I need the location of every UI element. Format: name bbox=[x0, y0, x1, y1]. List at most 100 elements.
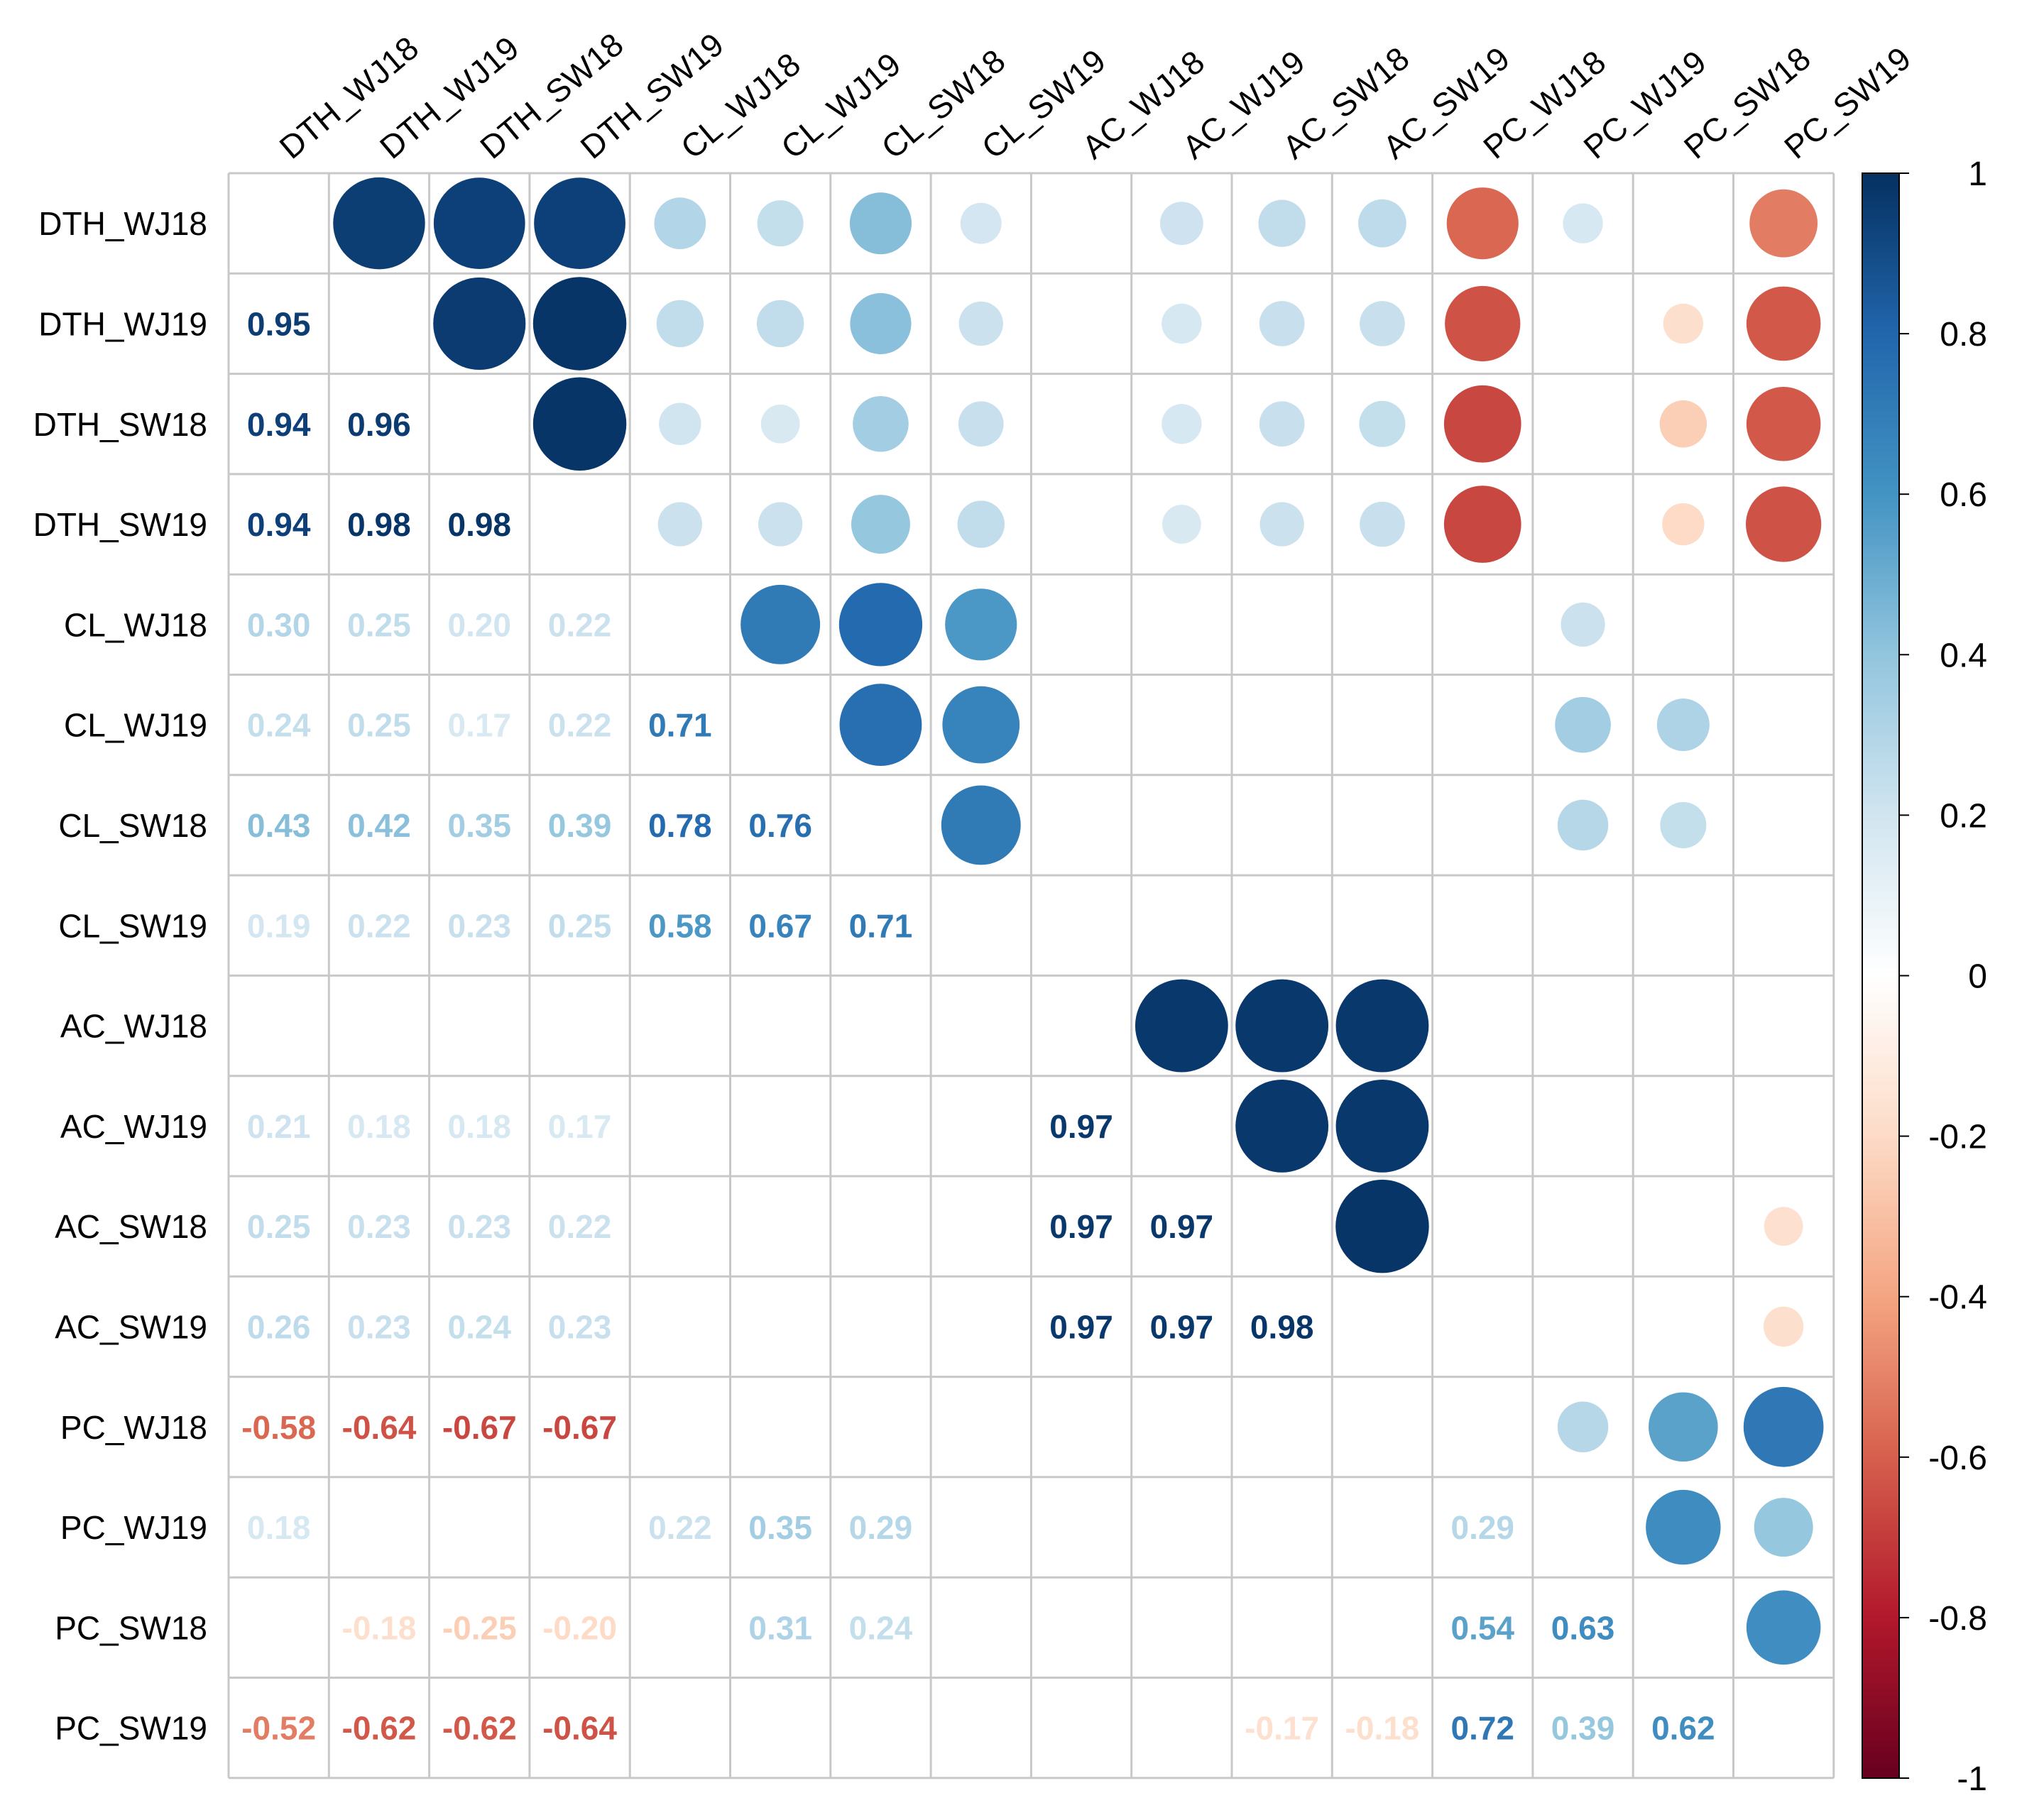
corr-value-CL_SW18-DTH_WJ19: 0.42 bbox=[347, 807, 411, 844]
corr-value-PC_WJ19-CL_SW18: 0.29 bbox=[849, 1509, 913, 1546]
corr-circle-DTH_SW18-PC_SW19 bbox=[1746, 386, 1821, 461]
corr-circle-DTH_WJ19-AC_WJ19 bbox=[1162, 303, 1202, 344]
colorbar-tick-label: -0.2 bbox=[1928, 1119, 1987, 1156]
corr-value-CL_SW18-DTH_SW18: 0.35 bbox=[447, 807, 511, 844]
corr-value-AC_WJ19-DTH_WJ18: 0.21 bbox=[247, 1108, 311, 1145]
corr-circle-CL_WJ18-PC_WJ19 bbox=[1561, 602, 1605, 647]
corr-circle-CL_SW18-CL_SW19 bbox=[941, 785, 1021, 865]
corr-value-CL_SW19-CL_WJ18: 0.58 bbox=[648, 907, 712, 944]
corr-circle-DTH_WJ19-CL_SW18 bbox=[850, 292, 912, 354]
corr-value-CL_SW18-DTH_WJ18: 0.43 bbox=[247, 807, 311, 844]
corr-value-CL_WJ19-CL_WJ18: 0.71 bbox=[648, 707, 712, 744]
corr-circle-PC_WJ19-PC_SW19 bbox=[1754, 1498, 1813, 1557]
corr-circle-PC_WJ18-PC_WJ19 bbox=[1557, 1401, 1609, 1453]
corr-circle-DTH_SW18-AC_SW19 bbox=[1359, 400, 1406, 447]
corr-value-AC_SW19-DTH_SW18: 0.24 bbox=[447, 1309, 511, 1346]
corr-value-AC_SW19-AC_WJ18: 0.97 bbox=[1049, 1309, 1113, 1346]
colorbar-tick-label: 0.8 bbox=[1940, 316, 1987, 353]
corr-value-CL_WJ18-DTH_WJ19: 0.25 bbox=[347, 606, 411, 643]
corr-circle-CL_WJ18-CL_WJ19 bbox=[740, 584, 821, 664]
corr-value-PC_WJ19-PC_WJ18: 0.29 bbox=[1450, 1509, 1514, 1546]
corr-circle-DTH_WJ18-PC_WJ18 bbox=[1446, 187, 1519, 260]
colorbar-tick-label: -0.6 bbox=[1928, 1440, 1987, 1477]
corr-circle-DTH_WJ18-DTH_SW18 bbox=[433, 177, 525, 270]
corr-value-CL_SW19-DTH_SW19: 0.25 bbox=[548, 907, 612, 944]
corr-circle-DTH_WJ18-CL_WJ19 bbox=[757, 200, 804, 247]
corr-circle-DTH_WJ18-CL_SW18 bbox=[849, 192, 912, 255]
colorbar-tick-label: 0.2 bbox=[1940, 797, 1987, 835]
corr-value-CL_WJ19-DTH_WJ18: 0.24 bbox=[247, 707, 311, 744]
corr-circle-DTH_WJ18-DTH_WJ19 bbox=[333, 177, 425, 270]
corr-circle-AC_SW19-PC_SW19 bbox=[1763, 1306, 1804, 1347]
row-label-AC_WJ18: AC_WJ18 bbox=[60, 1008, 207, 1045]
corr-circle-AC_WJ19-AC_SW18 bbox=[1235, 1079, 1329, 1173]
corr-value-PC_WJ18-DTH_SW19: -0.67 bbox=[542, 1409, 617, 1446]
corr-value-CL_WJ18-DTH_SW18: 0.20 bbox=[447, 606, 511, 643]
corr-value-DTH_SW19-DTH_WJ18: 0.94 bbox=[247, 506, 311, 543]
corr-value-AC_SW18-DTH_SW19: 0.22 bbox=[548, 1208, 612, 1245]
corr-circle-AC_WJ18-AC_WJ19 bbox=[1135, 979, 1228, 1073]
corr-circle-DTH_WJ19-CL_WJ19 bbox=[756, 300, 804, 348]
corr-value-AC_SW18-AC_WJ19: 0.97 bbox=[1150, 1208, 1214, 1245]
corr-value-PC_SW19-PC_WJ19: 0.39 bbox=[1551, 1710, 1615, 1747]
corr-value-PC_SW19-DTH_WJ18: -0.52 bbox=[241, 1710, 316, 1747]
corr-value-PC_SW18-PC_WJ18: 0.54 bbox=[1450, 1609, 1514, 1646]
corr-circle-AC_WJ18-AC_SW18 bbox=[1235, 979, 1329, 1073]
row-label-CL_WJ18: CL_WJ18 bbox=[64, 606, 207, 643]
corr-value-AC_SW19-DTH_WJ18: 0.26 bbox=[247, 1309, 311, 1346]
corr-circle-CL_WJ19-PC_WJ19 bbox=[1555, 696, 1611, 753]
corr-value-AC_WJ19-DTH_SW18: 0.18 bbox=[447, 1108, 511, 1145]
corr-value-AC_WJ19-DTH_SW19: 0.17 bbox=[548, 1108, 612, 1145]
corr-value-CL_SW19-DTH_WJ18: 0.19 bbox=[247, 907, 311, 944]
row-label-PC_SW19: PC_SW19 bbox=[55, 1710, 207, 1747]
corr-value-PC_WJ19-CL_WJ18: 0.22 bbox=[648, 1509, 712, 1546]
corr-value-PC_SW19-PC_SW18: 0.62 bbox=[1651, 1710, 1715, 1747]
corr-circle-AC_WJ19-AC_SW19 bbox=[1335, 1079, 1429, 1173]
corr-value-PC_SW19-DTH_WJ19: -0.62 bbox=[342, 1710, 417, 1747]
corr-circle-DTH_WJ18-AC_SW18 bbox=[1258, 199, 1306, 247]
corr-circle-DTH_WJ19-CL_WJ18 bbox=[656, 300, 704, 348]
row-label-PC_WJ18: PC_WJ18 bbox=[60, 1409, 207, 1446]
colorbar-tick-label: 0.4 bbox=[1940, 637, 1987, 674]
row-label-CL_WJ19: CL_WJ19 bbox=[64, 707, 207, 744]
corr-value-DTH_SW18-DTH_WJ18: 0.94 bbox=[247, 406, 311, 443]
corr-value-PC_SW19-DTH_SW18: -0.62 bbox=[442, 1710, 517, 1747]
corr-circle-DTH_SW18-PC_WJ18 bbox=[1443, 385, 1521, 463]
row-label-DTH_SW19: DTH_SW19 bbox=[33, 506, 207, 543]
colorbar-tick-label: -0.8 bbox=[1928, 1600, 1987, 1638]
corr-circle-DTH_SW18-AC_WJ19 bbox=[1162, 404, 1202, 444]
corr-value-AC_SW19-AC_SW18: 0.98 bbox=[1250, 1309, 1314, 1346]
colorbar-tick-label: 0 bbox=[1968, 958, 1987, 996]
corr-value-CL_WJ19-DTH_SW18: 0.17 bbox=[447, 707, 511, 744]
corr-value-AC_SW18-DTH_SW18: 0.23 bbox=[447, 1208, 511, 1245]
corr-circle-DTH_WJ19-AC_SW19 bbox=[1360, 301, 1405, 346]
corr-circle-DTH_SW19-PC_WJ18 bbox=[1443, 486, 1521, 563]
corr-circle-DTH_SW19-PC_SW19 bbox=[1746, 486, 1822, 562]
row-label-DTH_WJ19: DTH_WJ19 bbox=[38, 306, 207, 343]
corr-value-CL_SW19-DTH_SW18: 0.23 bbox=[447, 907, 511, 944]
corr-value-PC_SW18-CL_WJ19: 0.31 bbox=[748, 1609, 812, 1646]
corr-value-PC_SW18-DTH_SW19: -0.20 bbox=[542, 1609, 617, 1646]
corr-circle-DTH_SW19-CL_WJ18 bbox=[657, 502, 702, 547]
corr-value-CL_WJ19-DTH_SW19: 0.22 bbox=[548, 707, 612, 744]
corr-value-CL_SW18-CL_WJ18: 0.78 bbox=[648, 807, 712, 844]
corr-circle-DTH_WJ19-PC_SW18 bbox=[1663, 303, 1704, 344]
colorbar: 1 0.8 0.6 0.4 0.2 0 -0.2 -0.4 -0.6 -0.8 -1 bbox=[1862, 155, 1987, 1798]
corr-value-CL_SW18-CL_WJ19: 0.76 bbox=[748, 807, 812, 844]
corr-circle-DTH_SW18-CL_WJ18 bbox=[659, 402, 701, 445]
corr-value-DTH_SW19-DTH_SW18: 0.98 bbox=[447, 506, 511, 543]
corr-circle-DTH_WJ19-CL_SW19 bbox=[958, 301, 1003, 346]
corr-circle-DTH_WJ19-AC_SW18 bbox=[1259, 301, 1305, 346]
row-label-AC_SW19: AC_SW19 bbox=[55, 1309, 207, 1346]
corr-circle-DTH_SW18-AC_SW18 bbox=[1259, 401, 1305, 447]
corr-circle-DTH_SW19-CL_SW19 bbox=[957, 500, 1005, 548]
corr-value-CL_WJ19-DTH_WJ19: 0.25 bbox=[347, 707, 411, 744]
corr-value-PC_SW19-AC_SW19: -0.18 bbox=[1345, 1710, 1420, 1747]
corr-circle-DTH_WJ18-DTH_SW19 bbox=[534, 177, 625, 270]
corr-circle-DTH_SW19-AC_WJ19 bbox=[1162, 505, 1201, 544]
corr-value-PC_WJ18-DTH_WJ19: -0.64 bbox=[342, 1409, 417, 1446]
corr-value-CL_SW18-DTH_SW19: 0.39 bbox=[548, 807, 612, 844]
corr-value-AC_SW18-DTH_WJ19: 0.23 bbox=[347, 1208, 411, 1245]
